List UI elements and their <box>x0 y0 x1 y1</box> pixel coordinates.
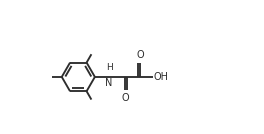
Text: N: N <box>105 78 113 88</box>
Text: OH: OH <box>153 72 168 82</box>
Text: O: O <box>121 94 129 103</box>
Text: O: O <box>136 50 144 60</box>
Text: H: H <box>106 63 112 72</box>
